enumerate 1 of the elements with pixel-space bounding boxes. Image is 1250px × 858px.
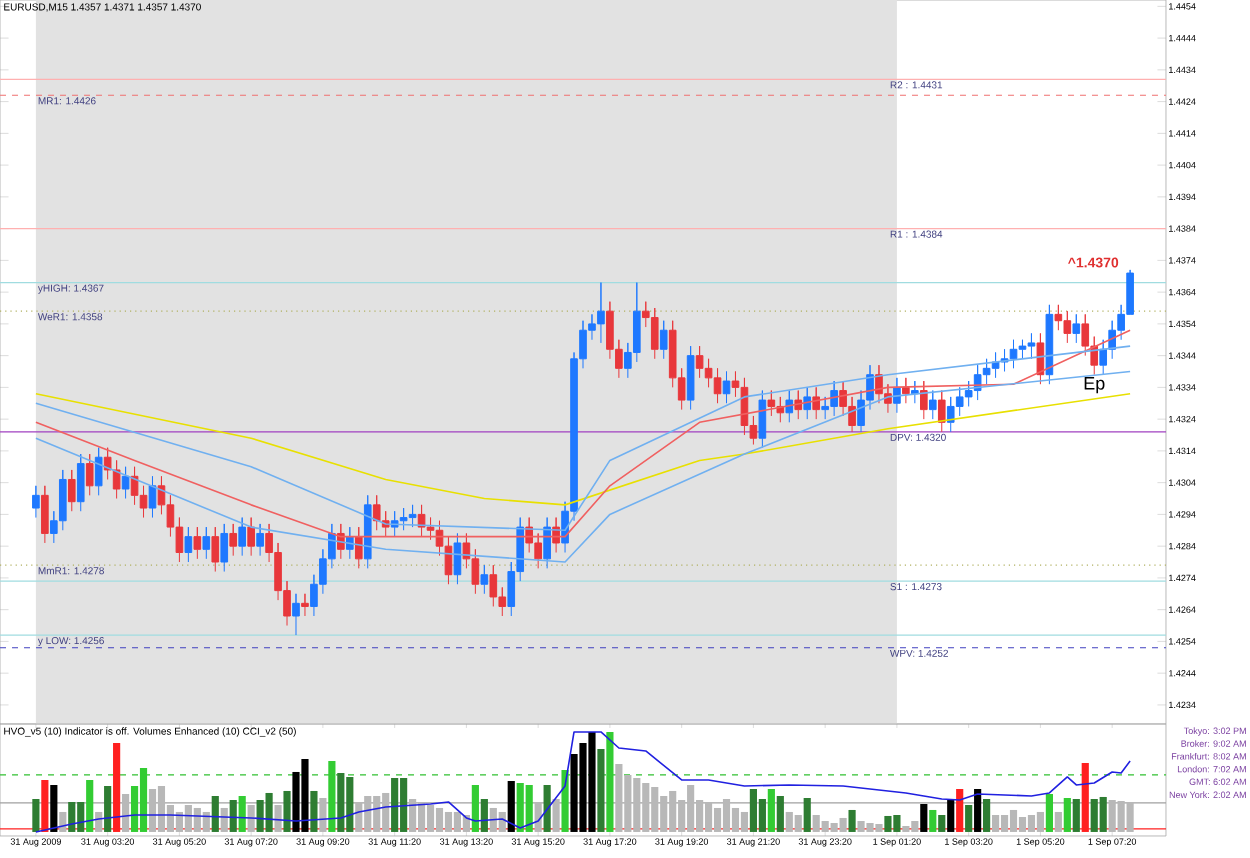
- annotation: Ep: [1084, 377, 1105, 394]
